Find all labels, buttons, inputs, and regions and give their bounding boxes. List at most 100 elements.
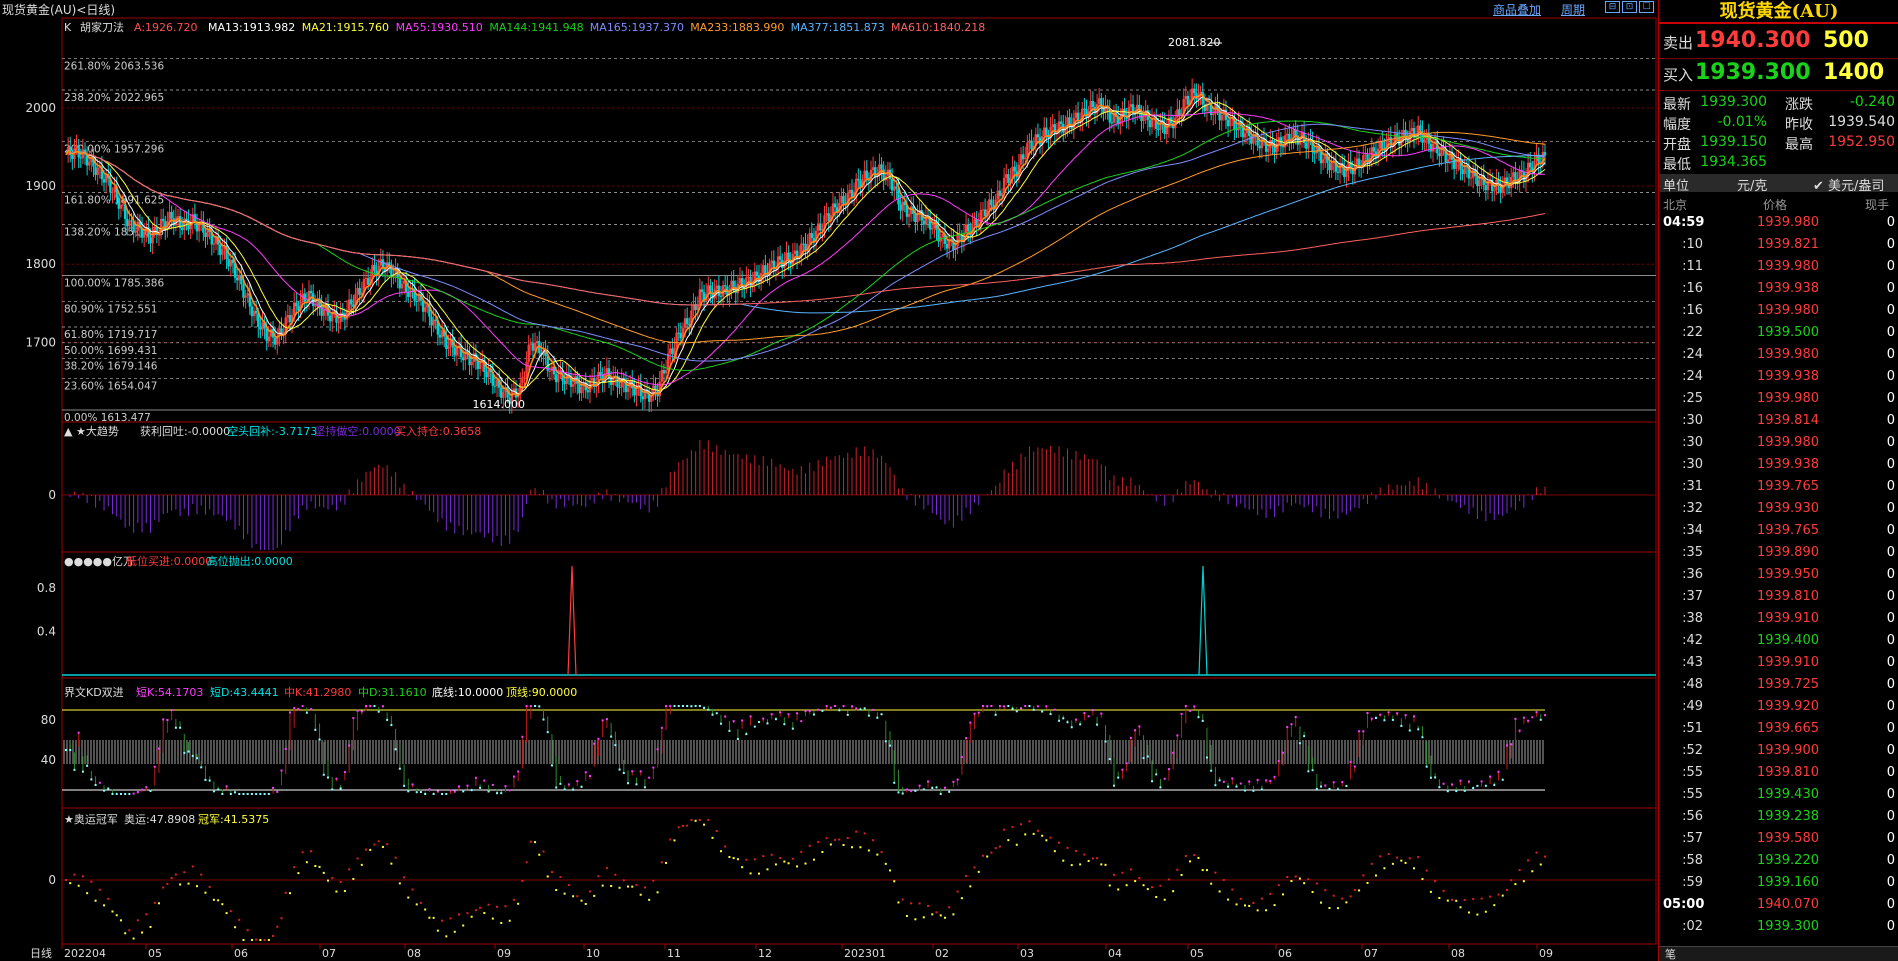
candle-body (1104, 105, 1107, 113)
candle-body (284, 317, 287, 332)
p5-dot (567, 884, 570, 887)
p5-dot (1353, 889, 1356, 892)
p5-dot (415, 903, 418, 906)
p4-k-dot (107, 787, 110, 790)
p5-dot (1049, 836, 1052, 839)
p4-k-dot (500, 792, 503, 795)
candle-body (601, 374, 604, 383)
candle-body (652, 385, 655, 397)
candle-body (1313, 152, 1316, 154)
overlay-button[interactable]: 商品叠加 (1493, 3, 1542, 17)
candle-body (804, 243, 807, 252)
p5-dot (686, 824, 689, 827)
candle-body (821, 228, 824, 231)
candle-body (512, 388, 516, 392)
candle-body (487, 369, 490, 378)
candle-body (121, 204, 125, 206)
candle-body (857, 178, 860, 181)
x-axis-label-15: 07 (1364, 947, 1378, 960)
p5-dot (715, 829, 718, 832)
p4-k-dot (162, 718, 165, 721)
p5-dot (1341, 897, 1344, 900)
p4-k-dot (686, 705, 689, 707)
candle-body (1112, 112, 1116, 123)
candle-body (1241, 126, 1245, 138)
x-axis-label-8: 12 (758, 947, 772, 960)
unit-option-usd[interactable]: ✔ 美元/盎司 (1813, 179, 1885, 194)
candle-body (1427, 133, 1430, 144)
candle-body (1076, 112, 1080, 122)
p4-k-dot (98, 781, 101, 784)
p4-k-dot (1100, 712, 1103, 715)
restore-icon[interactable]: ⊡ (1622, 1, 1637, 13)
p4-k-dot (1489, 775, 1492, 778)
p5-dot (326, 879, 329, 882)
maximize-icon[interactable]: ☐ (1639, 1, 1654, 13)
period-button[interactable]: 周期 (1561, 3, 1586, 17)
candle-body (1406, 137, 1409, 142)
candle-body (719, 295, 723, 297)
p5-dot (500, 921, 503, 924)
p4-k-dot (195, 757, 198, 760)
candle-body (1417, 125, 1420, 137)
y-tick-main: 2000 (25, 101, 56, 115)
main-legend-2: MA21:1915.760 (302, 21, 389, 34)
fib-label-0: 261.80% 2063.536 (64, 60, 164, 72)
candle-body (882, 169, 885, 181)
chart-area[interactable]: 2000 1900 1800 1700 261.80% 2063.536 238.20% … (0, 0, 1658, 961)
candle-body (510, 391, 514, 404)
p5-dot (246, 929, 249, 932)
candle-body (1174, 117, 1177, 129)
p4-k-dot (960, 755, 963, 758)
p4-k-dot (1438, 786, 1441, 789)
candle-body (1057, 121, 1061, 133)
p2-bars (69, 440, 1546, 550)
candle-body (273, 337, 277, 345)
p4-k-dot (1256, 778, 1259, 781)
candle-body (238, 274, 241, 281)
stat-key-1: 幅度 (1663, 117, 1691, 133)
p4-k-dot (808, 709, 811, 712)
tick-price: 1939.765 (1756, 479, 1819, 494)
p5-dot (829, 843, 832, 846)
p5-dot (453, 930, 456, 933)
p5-dot (1539, 863, 1542, 866)
p4-k-dot (517, 770, 520, 773)
candle-body (954, 246, 957, 251)
p4-k-dot (901, 792, 904, 795)
tick-time: :30 (1682, 457, 1703, 472)
candle-body (455, 347, 459, 356)
p4-k-dot (665, 705, 668, 707)
unit-value[interactable]: 元/克 (1737, 179, 1768, 194)
candle-body (787, 252, 790, 261)
tick-time: :34 (1682, 523, 1703, 538)
candle-body (1307, 140, 1310, 149)
candle-body (445, 336, 448, 350)
p4-k-dot (474, 776, 477, 779)
quote-footer (1659, 946, 1898, 961)
candle-body (149, 237, 152, 244)
p4-k-dot (381, 705, 384, 708)
tick-price: 1939.950 (1756, 567, 1819, 582)
p4-k-dot (1058, 719, 1061, 722)
candle-body (1385, 138, 1388, 151)
p5-dot (491, 917, 494, 920)
x-axis-label-2: 06 (234, 947, 248, 960)
minimize-icon[interactable]: ⊟ (1605, 1, 1620, 13)
candle-body (709, 285, 712, 293)
main-legend-8: MA610:1840.218 (891, 21, 985, 34)
p4-k-dot (842, 705, 845, 707)
candle-body (1002, 177, 1006, 194)
quote-footer-tab[interactable]: 笔 (1665, 948, 1676, 961)
candle-body (666, 353, 670, 371)
p5-dot (255, 938, 258, 941)
candle-body (1509, 177, 1513, 189)
tick-price: 1939.980 (1756, 215, 1819, 230)
p4-k-dot (889, 744, 892, 747)
tick-volume: 0 (1886, 281, 1895, 296)
p5-dot (559, 876, 562, 879)
x-axis-label-3: 07 (322, 947, 336, 960)
candle-body (810, 232, 814, 239)
candle-body (1493, 190, 1496, 192)
candle-body (715, 285, 718, 289)
